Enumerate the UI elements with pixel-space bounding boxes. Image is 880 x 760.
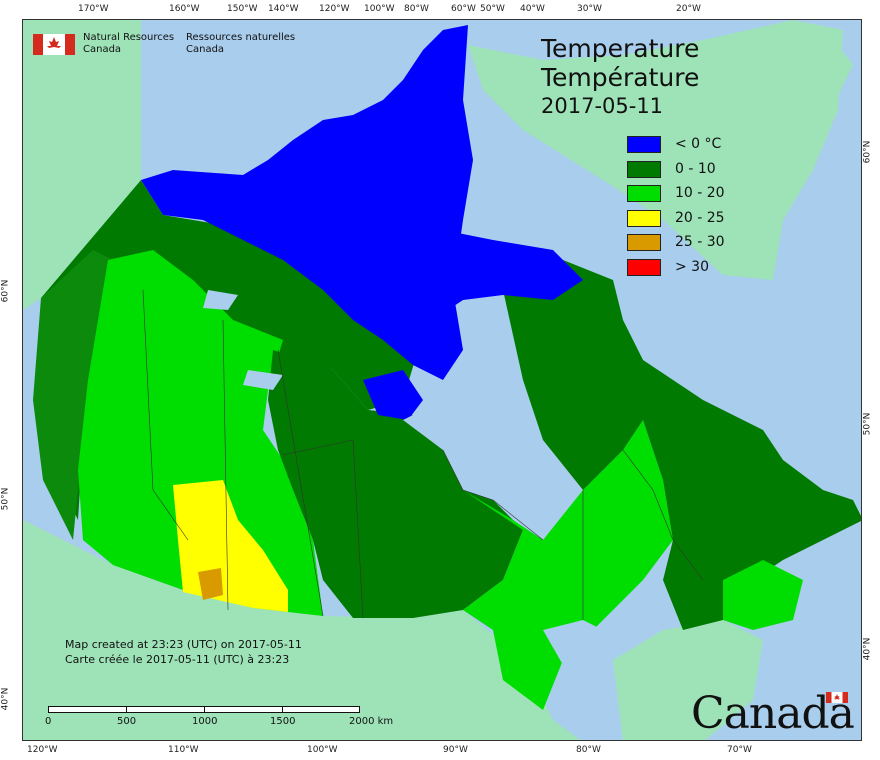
scale-segment (49, 707, 127, 712)
scale-label: 2000 km (349, 716, 394, 727)
zone-25-30-prairies (198, 568, 223, 600)
tick-label-bottom: 100°W (307, 745, 338, 755)
title-en: Temperature (541, 34, 700, 63)
great-lakes (543, 620, 613, 665)
tick-label-top: 50°W (480, 4, 505, 14)
zone-below-0-arctic (141, 25, 473, 380)
legend-label: 25 - 30 (675, 234, 725, 250)
legend-label: < 0 °C (675, 136, 722, 152)
map-title: Temperature Température 2017-05-11 (541, 34, 699, 120)
tick-label-left: 50°N (0, 487, 11, 511)
zone-10-20-maritimes (723, 560, 803, 630)
map-credit: Map created at 23:23 (UTC) on 2017-05-11… (65, 637, 302, 667)
tick-label-right: 40°N (862, 637, 873, 661)
canada-flag-icon (33, 34, 75, 55)
tick-label-top: 60°W (451, 4, 476, 14)
iceland-land (813, 45, 853, 95)
zone-below-0-hudson (363, 370, 423, 420)
tick-label-top: 30°W (577, 4, 602, 14)
legend-swatch (627, 185, 661, 202)
tick-label-bottom: 110°W (168, 745, 199, 755)
tick-label-top: 20°W (676, 4, 701, 14)
great-bear-lake (203, 290, 238, 310)
tick-label-top: 160°W (169, 4, 200, 14)
tick-label-top: 80°W (404, 4, 429, 14)
tick-label-top: 140°W (268, 4, 299, 14)
usa-northeast-land (613, 620, 763, 740)
tick-label-bottom: 120°W (27, 745, 58, 755)
tick-label-top: 170°W (78, 4, 109, 14)
tick-label-top: 120°W (319, 4, 350, 14)
tick-label-left: 60°N (0, 279, 11, 303)
scale-label: 1000 (192, 716, 218, 727)
hudson-bay (403, 390, 533, 500)
legend-swatch (627, 160, 661, 178)
zone-10-20-ontario (463, 420, 673, 710)
map-canvas[interactable]: Natural Resources Canada Ressources natu… (22, 19, 862, 741)
zone-0-10-coast (33, 250, 113, 540)
legend-swatch (627, 258, 661, 276)
provincial-borders (142, 289, 704, 620)
credit-en: Map created at 23:23 (UTC) on 2017-05-11 (65, 638, 302, 651)
map-date: 2017-05-11 (541, 94, 664, 118)
scale-label: 500 (117, 716, 137, 727)
scale-segment (127, 707, 205, 712)
zone-0-10-quebec (503, 260, 861, 630)
tick-label-top: 100°W (364, 4, 395, 14)
tick-label-right: 50°N (862, 412, 873, 436)
legend-label: 10 - 20 (675, 185, 725, 201)
zone-below-0-baffin (403, 230, 583, 320)
temperature-map (23, 20, 861, 740)
legend-label: 20 - 25 (675, 209, 725, 226)
tick-label-bottom: 90°W (443, 745, 468, 755)
scale-segment (283, 707, 359, 712)
tick-label-bottom: 70°W (727, 745, 752, 755)
zone-0-10-central (268, 350, 523, 618)
scale-segment (205, 707, 283, 712)
agency-name-en: Natural Resources Canada (83, 32, 175, 55)
great-slave-lake (243, 370, 283, 390)
legend-label: > 30 (675, 258, 709, 275)
credit-fr: Carte créée le 2017-05-11 (UTC) à 23:23 (65, 653, 290, 666)
canada-wordmark: Canada (691, 688, 855, 739)
usa-land (23, 520, 581, 740)
legend-swatch (627, 136, 661, 153)
legend-label: 0 - 10 (675, 160, 716, 177)
scale-label: 1500 (270, 716, 296, 727)
tick-label-top: 150°W (227, 4, 258, 14)
canada-flag-icon (826, 692, 848, 703)
tick-label-right: 60°N (862, 140, 873, 164)
alaska-land (23, 20, 141, 310)
title-fr: Température (541, 63, 700, 92)
agency-name-fr: Ressources naturelles Canada (186, 32, 296, 55)
legend-swatch (627, 234, 661, 251)
tick-label-left: 40°N (0, 687, 11, 711)
tick-label-top: 40°W (520, 4, 545, 14)
scale-bar-track (48, 706, 360, 713)
tick-label-bottom: 80°W (576, 745, 601, 755)
legend-swatch (627, 209, 661, 227)
scale-label: 0 (45, 716, 52, 727)
zone-10-20-interior (78, 250, 323, 616)
